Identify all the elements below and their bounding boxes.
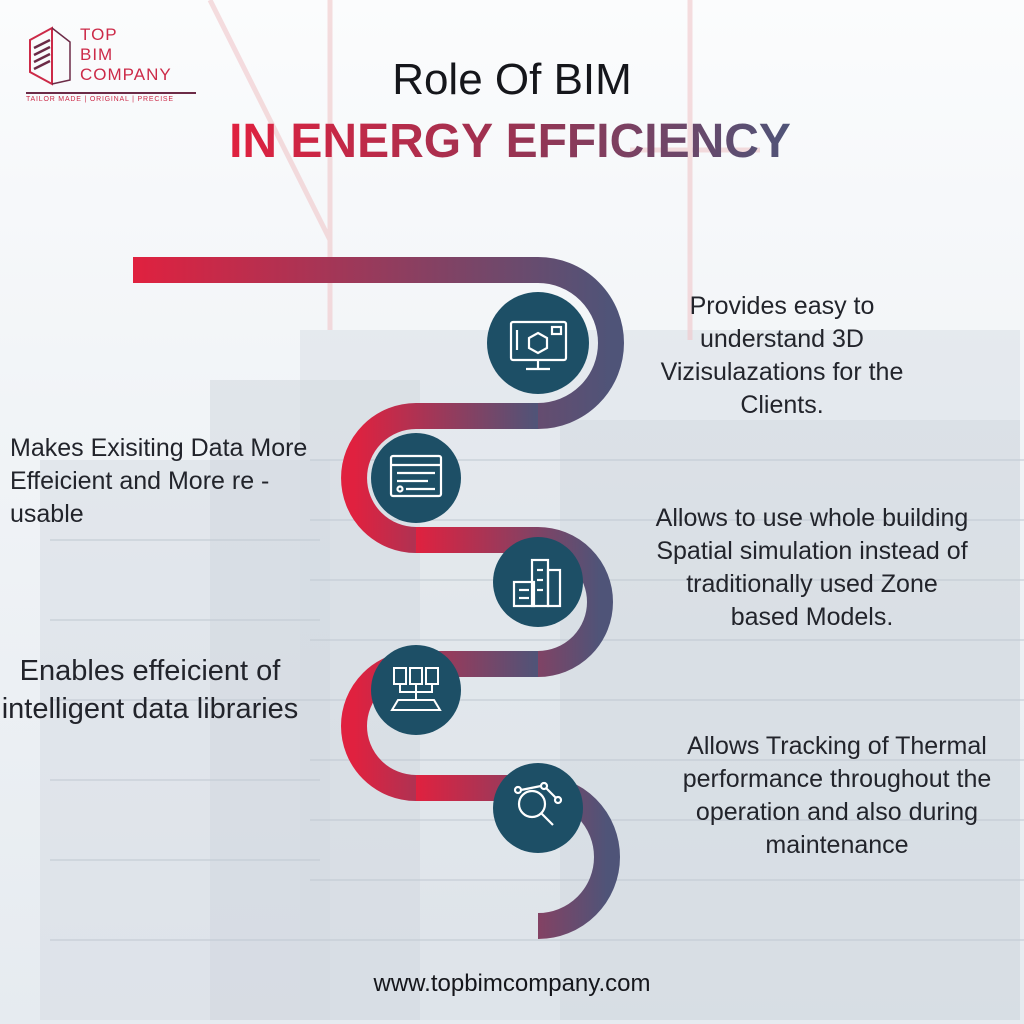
buildings-icon [512,558,562,608]
website-url[interactable]: www.topbimcompany.com [373,970,651,997]
step-5-node [493,763,583,853]
analytics-search-icon [513,781,563,826]
logo-divider [26,92,196,94]
3d-monitor-icon [509,320,568,371]
page-subtitle: IN ENERGY EFFICIENCY [229,115,791,168]
page-title: Role Of BIM [392,55,632,104]
step-3-text: Allows to use whole building Spatial sim… [655,504,969,631]
step-5-text: Allows Tracking of Thermal performance t… [682,732,992,859]
company-logo: TOP BIM COMPANY TAILOR MADE | ORIGINAL |… [22,22,202,106]
step-3-node [493,537,583,627]
logo-mark-icon [29,26,71,86]
data-window-icon [389,454,443,498]
step-1-text: Provides easy to understand 3D Vizisulaz… [660,292,904,419]
logo-word-bim: BIM [80,45,114,64]
connector-curve-2 [341,403,538,553]
step-1-node [487,292,589,394]
logo-tagline: TAILOR MADE | ORIGINAL | PRECISE [26,96,174,103]
connector-top-bar [133,257,624,429]
step-2-node [371,433,461,523]
step-4-node [371,645,461,735]
step-2-text: Makes Exisiting Data More Effeicient and… [10,434,308,528]
logo-word-company: COMPANY [80,65,172,84]
step-4-text: Enables effeicient of intelligent data l… [1,655,299,725]
logo-word-top: TOP [80,25,118,44]
data-library-icon [390,667,442,711]
